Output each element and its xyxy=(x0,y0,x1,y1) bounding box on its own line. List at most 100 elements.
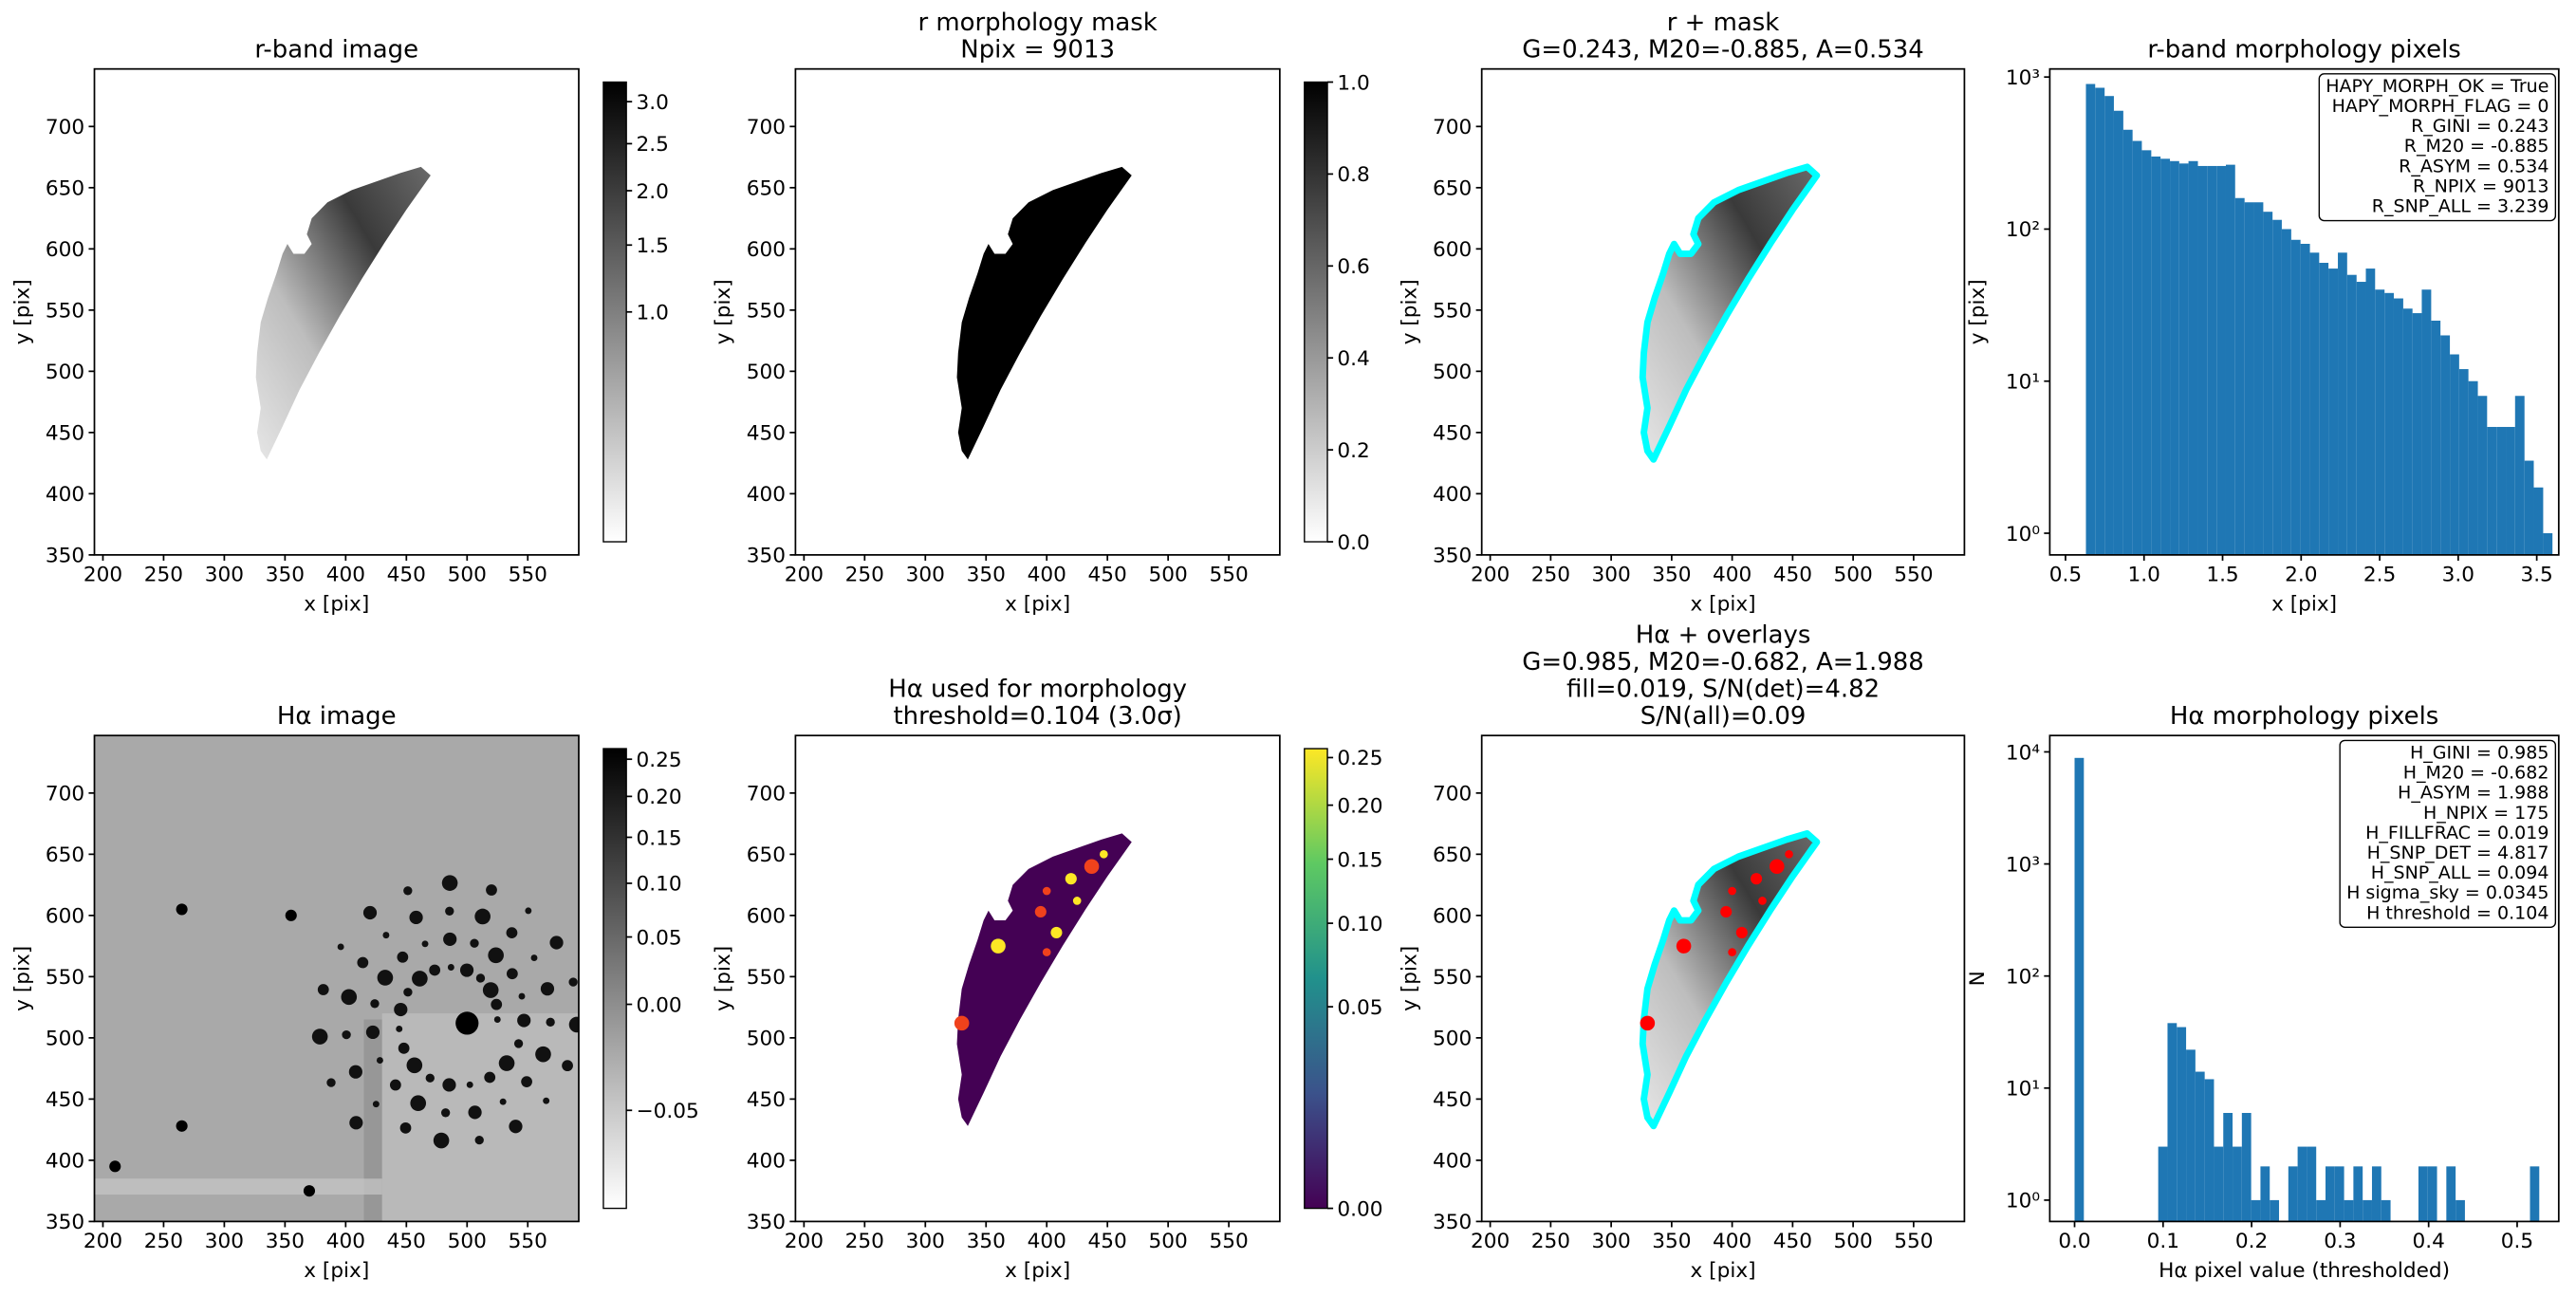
knot xyxy=(1735,926,1748,938)
x-tick-label: 0.5 xyxy=(2501,1230,2533,1253)
axes-frame xyxy=(93,67,580,556)
knot xyxy=(1728,948,1736,956)
image-source xyxy=(484,1071,496,1084)
x-tick-label: 450 xyxy=(1773,1230,1812,1253)
image-source xyxy=(398,1042,410,1054)
knot xyxy=(1065,873,1077,885)
y-tick-label: 550 xyxy=(747,300,786,324)
colorbar-tick-label: 0.05 xyxy=(1337,996,1382,1020)
annotation: HAPY_MORPH_OK = True xyxy=(2326,76,2548,97)
x-tick-label: 250 xyxy=(845,564,884,587)
x-tick-label: 550 xyxy=(509,564,547,587)
galaxy-mask xyxy=(1639,163,1821,463)
image-source xyxy=(412,971,428,987)
y-tick-label: 600 xyxy=(46,238,84,262)
x-tick-label: 550 xyxy=(1894,564,1933,587)
annotation-box xyxy=(2339,739,2557,929)
y-tick-label: 450 xyxy=(1433,422,1472,446)
y-tick-label: 10¹ xyxy=(2006,371,2040,395)
knot xyxy=(1084,859,1100,875)
bar xyxy=(2316,1199,2326,1222)
x-tick-label: 300 xyxy=(205,1230,244,1253)
annotation: H_SNP_ALL = 0.094 xyxy=(2371,862,2549,883)
bar xyxy=(2506,426,2515,555)
knot xyxy=(1640,1015,1656,1031)
bar xyxy=(2074,757,2085,1222)
bar xyxy=(2381,1199,2391,1222)
image-source xyxy=(468,1105,482,1120)
y-tick-label: 10⁰ xyxy=(2006,1190,2040,1214)
plot-area xyxy=(1639,829,1821,1130)
colorbar-tick-label: 0.25 xyxy=(637,749,682,772)
x-tick-label: 300 xyxy=(906,1230,945,1253)
bar xyxy=(2158,1146,2168,1222)
y-tick-label: 10² xyxy=(2006,965,2040,989)
chart-title: Hα + overlays xyxy=(1636,621,1811,649)
colorbar-tick-label: 3.0 xyxy=(637,91,669,115)
plot-area xyxy=(94,735,579,1222)
bar xyxy=(2151,156,2161,555)
image-source xyxy=(409,910,423,925)
x-tick-label: 350 xyxy=(266,564,305,587)
image-source xyxy=(440,1108,451,1118)
bar xyxy=(2270,1199,2280,1222)
annotation: H_GINI = 0.985 xyxy=(2410,742,2548,763)
bar xyxy=(2524,460,2534,555)
x-axis-label: x [pix] xyxy=(1005,1259,1070,1283)
y-tick-label: 550 xyxy=(1433,300,1472,324)
x-tick-label: 0.0 xyxy=(2058,1230,2090,1253)
image-source xyxy=(488,947,504,964)
knot xyxy=(1042,886,1051,896)
x-tick-label: 2.0 xyxy=(2285,564,2317,587)
knot xyxy=(1770,859,1785,875)
y-tick-label: 400 xyxy=(1433,483,1472,507)
y-tick-label: 400 xyxy=(1433,1150,1472,1174)
knot xyxy=(954,1015,970,1031)
image-source xyxy=(326,1078,336,1087)
colorbar-tick-label: 0.15 xyxy=(1337,848,1382,872)
mask xyxy=(956,166,1132,460)
bar xyxy=(2487,426,2497,555)
annotation-box xyxy=(2318,73,2557,222)
bar xyxy=(2356,282,2366,555)
bar xyxy=(2319,263,2329,555)
image-source xyxy=(546,1017,555,1028)
bar xyxy=(2085,83,2096,555)
x-tick-label: 200 xyxy=(83,564,122,587)
y-tick-label: 700 xyxy=(46,783,84,806)
x-tick-label: 400 xyxy=(1028,564,1066,587)
image-source xyxy=(498,1055,515,1071)
knot xyxy=(1072,897,1082,905)
y-tick-label: 550 xyxy=(747,966,786,990)
y-tick-label: 700 xyxy=(46,116,84,139)
x-tick-label: 500 xyxy=(1149,1230,1188,1253)
x-tick-label: 0.4 xyxy=(2412,1230,2444,1253)
image-source xyxy=(382,932,390,939)
x-tick-label: 500 xyxy=(448,564,487,587)
axes-frame xyxy=(794,734,1281,1223)
bar xyxy=(2427,1166,2437,1222)
image-source xyxy=(543,1097,550,1104)
axes-frame xyxy=(794,67,1281,556)
knot xyxy=(1034,905,1047,918)
y-tick-label: 400 xyxy=(46,1150,84,1174)
bar xyxy=(2338,252,2347,555)
image-source xyxy=(303,1185,316,1197)
bar xyxy=(2233,1146,2242,1222)
plot-area xyxy=(956,166,1132,460)
annotation: R_ASYM = 0.534 xyxy=(2399,156,2548,176)
x-tick-label: 500 xyxy=(1833,564,1872,587)
x-tick-label: 0.5 xyxy=(2049,564,2082,587)
bar xyxy=(2141,150,2152,555)
bar xyxy=(2170,160,2179,555)
image-source xyxy=(341,989,358,1006)
y-tick-label: 600 xyxy=(747,905,786,929)
x-tick-label: 300 xyxy=(906,564,945,587)
knot xyxy=(1100,850,1108,859)
knot xyxy=(1720,905,1733,918)
bar xyxy=(2132,140,2142,555)
axes-frame xyxy=(2048,734,2560,1223)
image-source xyxy=(403,988,413,997)
chart-title: Npix = 9013 xyxy=(960,36,1115,65)
image-source xyxy=(342,1029,351,1040)
